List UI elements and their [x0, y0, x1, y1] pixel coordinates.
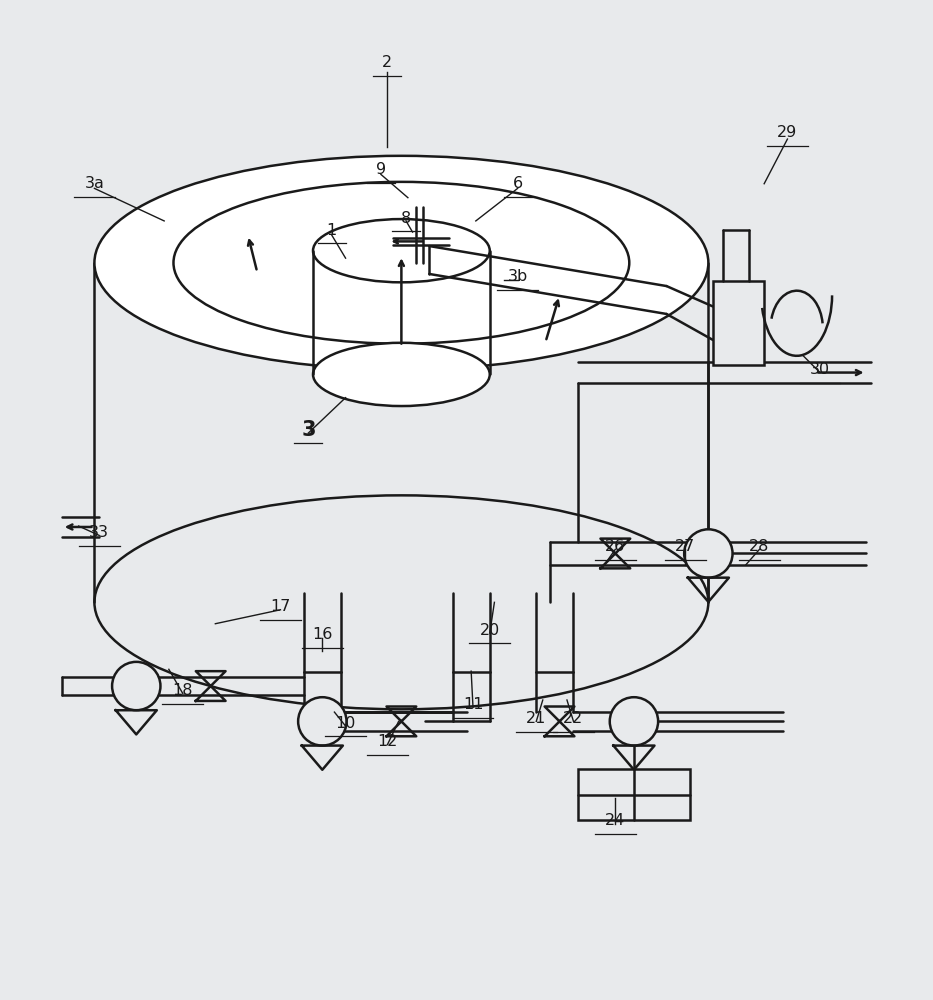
Text: 28: 28 — [749, 539, 770, 554]
Circle shape — [112, 662, 160, 710]
Text: 10: 10 — [335, 716, 355, 731]
Text: 22: 22 — [564, 711, 584, 726]
Text: 3a: 3a — [85, 176, 104, 191]
Ellipse shape — [94, 495, 708, 709]
Text: 6: 6 — [512, 176, 522, 191]
Bar — [578, 769, 689, 820]
Text: 11: 11 — [463, 697, 483, 712]
Bar — [713, 281, 764, 365]
Text: 9: 9 — [376, 162, 386, 177]
Circle shape — [684, 529, 732, 578]
Ellipse shape — [313, 343, 490, 406]
Text: 1: 1 — [327, 223, 337, 238]
Circle shape — [610, 697, 658, 746]
Text: 29: 29 — [777, 125, 798, 140]
Circle shape — [299, 697, 346, 746]
Ellipse shape — [94, 156, 708, 370]
Text: 3: 3 — [301, 420, 315, 440]
Text: 12: 12 — [377, 734, 397, 749]
Text: 20: 20 — [480, 623, 500, 638]
Ellipse shape — [174, 182, 629, 344]
Text: 2: 2 — [383, 55, 393, 70]
Text: 18: 18 — [173, 683, 193, 698]
Text: 3b: 3b — [508, 269, 528, 284]
Ellipse shape — [313, 219, 490, 282]
Text: 21: 21 — [526, 711, 547, 726]
Text: 27: 27 — [675, 539, 695, 554]
Text: 8: 8 — [401, 211, 411, 226]
Text: 24: 24 — [606, 813, 625, 828]
Text: 16: 16 — [313, 627, 332, 642]
Text: 33: 33 — [89, 525, 109, 540]
Text: 30: 30 — [810, 362, 830, 377]
Text: 17: 17 — [271, 599, 291, 614]
Text: 26: 26 — [606, 539, 625, 554]
